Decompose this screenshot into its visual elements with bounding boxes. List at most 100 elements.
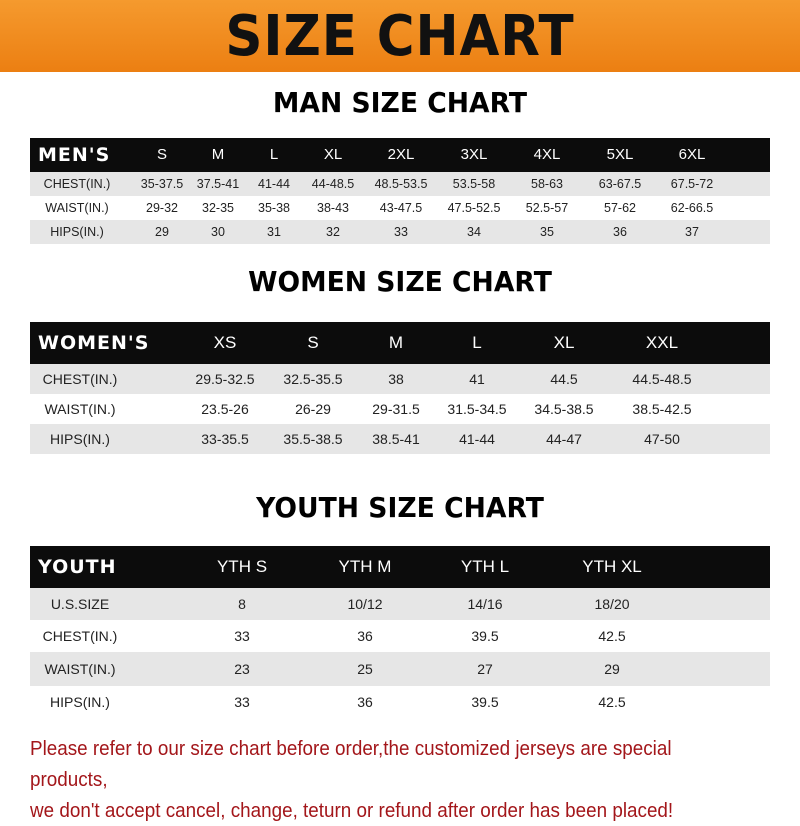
measurement-label: CHEST(IN.) [42, 628, 118, 644]
table-cell: 42.5 [598, 628, 626, 644]
table-cell: 14/16 [467, 596, 503, 612]
table-cell: 32.5-35.5 [283, 371, 343, 387]
size-column-header: L [472, 333, 482, 352]
size-column-header: XL [323, 146, 343, 163]
men-section-title: MAN SIZE CHART [272, 86, 528, 119]
table-row: HIPS(IN.) 29 30 31 32 33 34 35 36 37 [30, 220, 770, 244]
table-cell: 29-32 [146, 201, 178, 215]
table-cell: 37 [685, 225, 699, 239]
table-cell: 33-35.5 [201, 431, 249, 447]
size-column-header: 5XL [606, 146, 634, 163]
table-cell: 23.5-26 [201, 401, 249, 417]
size-column-header: YTH M [338, 557, 392, 576]
table-cell: 41-44 [258, 177, 290, 191]
table-cell: 25 [357, 661, 373, 677]
table-cell: 32 [326, 225, 340, 239]
table-cell: 32-35 [202, 201, 234, 215]
size-column-header: XXL [645, 333, 679, 352]
table-cell: 47.5-52.5 [447, 201, 501, 215]
table-cell: 30 [211, 225, 225, 239]
table-cell: 34.5-38.5 [534, 401, 594, 417]
table-cell: 27 [477, 661, 493, 677]
measurement-label: WAIST(IN.) [44, 661, 116, 677]
table-cell: 39.5 [471, 628, 499, 644]
table-cell: 10/12 [347, 596, 383, 612]
order-notice: Please refer to our size chart before or… [30, 733, 729, 826]
table-category-label: MEN'S [38, 144, 111, 166]
table-cell: 52.5-57 [525, 201, 569, 215]
table-cell: 41-44 [459, 431, 495, 447]
table-row: HIPS(IN.) 33-35.5 35.5-38.5 38.5-41 41-44 44-… [30, 424, 770, 454]
table-cell: 35-37.5 [140, 177, 184, 191]
table-cell: 38-43 [317, 201, 349, 215]
size-column-header: 4XL [533, 146, 561, 163]
table-cell: 8 [238, 596, 246, 612]
table-cell: 58-63 [531, 177, 563, 191]
measurement-label: CHEST(IN.) [42, 371, 118, 387]
size-column-header: 6XL [678, 146, 706, 163]
table-row: U.S.SIZE 8 10/12 14/16 18/20 [30, 588, 770, 620]
table-cell: 38.5-42.5 [632, 401, 692, 417]
table-header-row: WOMEN'S XS S M L XL XXL [30, 322, 770, 364]
size-column-header: YTH XL [582, 557, 642, 576]
table-header-row: MEN'S S M L XL 2XL 3XL 4XL 5XL 6XL [30, 138, 770, 172]
table-cell: 33 [394, 225, 408, 239]
table-cell: 23 [234, 661, 250, 677]
table-cell: 38.5-41 [372, 431, 420, 447]
table-row: CHEST(IN.) 29.5-32.5 32.5-35.5 38 41 44.5 44.5… [30, 364, 770, 394]
table-row: HIPS(IN.) 33 36 39.5 42.5 [30, 686, 770, 718]
table-cell: 31.5-34.5 [447, 401, 507, 417]
table-cell: 62-66.5 [670, 201, 714, 215]
table-category-label: YOUTH [38, 556, 117, 578]
table-row: CHEST(IN.) 35-37.5 37.5-41 41-44 44-48.5 48.5… [30, 172, 770, 196]
size-column-header: YTH L [460, 557, 510, 576]
men-size-table: MEN'S S M L XL 2XL 3XL 4XL 5XL 6XL CHEST(IN.) 35-37… [30, 138, 770, 244]
women-size-table: WOMEN'S XS S M L XL XXL CHEST(IN.) 29.5-32.5 32.5… [30, 322, 770, 454]
notice-line: Please refer to our size chart before or… [30, 737, 672, 791]
table-category-label: WOMEN'S [38, 332, 150, 354]
table-cell: 37.5-41 [196, 177, 240, 191]
table-cell: 38 [388, 371, 404, 387]
women-section-title: WOMEN SIZE CHART [248, 265, 552, 298]
table-cell: 35.5-38.5 [283, 431, 343, 447]
table-cell: 35 [540, 225, 554, 239]
table-cell: 42.5 [598, 694, 626, 710]
table-cell: 29.5-32.5 [195, 371, 255, 387]
size-column-header: XS [213, 333, 237, 352]
size-column-header: YTH S [216, 557, 268, 576]
table-cell: 44.5 [550, 371, 578, 387]
size-column-header: M [388, 333, 404, 352]
measurement-label: CHEST(IN.) [43, 177, 111, 191]
table-cell: 47-50 [644, 431, 680, 447]
table-cell: 29 [604, 661, 620, 677]
table-cell: 26-29 [295, 401, 331, 417]
table-cell: 44.5-48.5 [632, 371, 692, 387]
table-cell: 67.5-72 [670, 177, 714, 191]
table-cell: 33 [234, 628, 250, 644]
table-cell: 35-38 [258, 201, 290, 215]
table-cell: 31 [267, 225, 281, 239]
size-column-header: M [211, 146, 225, 163]
table-cell: 57-62 [604, 201, 636, 215]
size-column-header: 2XL [387, 146, 415, 163]
size-column-header: 3XL [460, 146, 488, 163]
table-cell: 48.5-53.5 [374, 177, 428, 191]
table-cell: 44-47 [546, 431, 582, 447]
measurement-label: HIPS(IN.) [50, 431, 110, 447]
size-column-header: S [156, 146, 168, 163]
measurement-label: U.S.SIZE [50, 596, 110, 612]
title-banner: SIZE CHART [0, 0, 800, 72]
table-cell: 29 [155, 225, 169, 239]
table-cell: 43-47.5 [379, 201, 423, 215]
measurement-label: WAIST(IN.) [45, 201, 109, 215]
table-cell: 36 [613, 225, 627, 239]
size-column-header: XL [553, 333, 575, 352]
table-row: WAIST(IN.) 23 25 27 29 [30, 652, 770, 686]
page-title: SIZE CHART [225, 4, 575, 69]
measurement-label: WAIST(IN.) [44, 401, 116, 417]
table-header-row: YOUTH YTH S YTH M YTH L YTH XL [30, 546, 770, 588]
table-cell: 53.5-58 [452, 177, 496, 191]
table-row: CHEST(IN.) 33 36 39.5 42.5 [30, 620, 770, 652]
table-row: WAIST(IN.) 29-32 32-35 35-38 38-43 43-47.5 47.… [30, 196, 770, 220]
table-cell: 36 [357, 628, 373, 644]
